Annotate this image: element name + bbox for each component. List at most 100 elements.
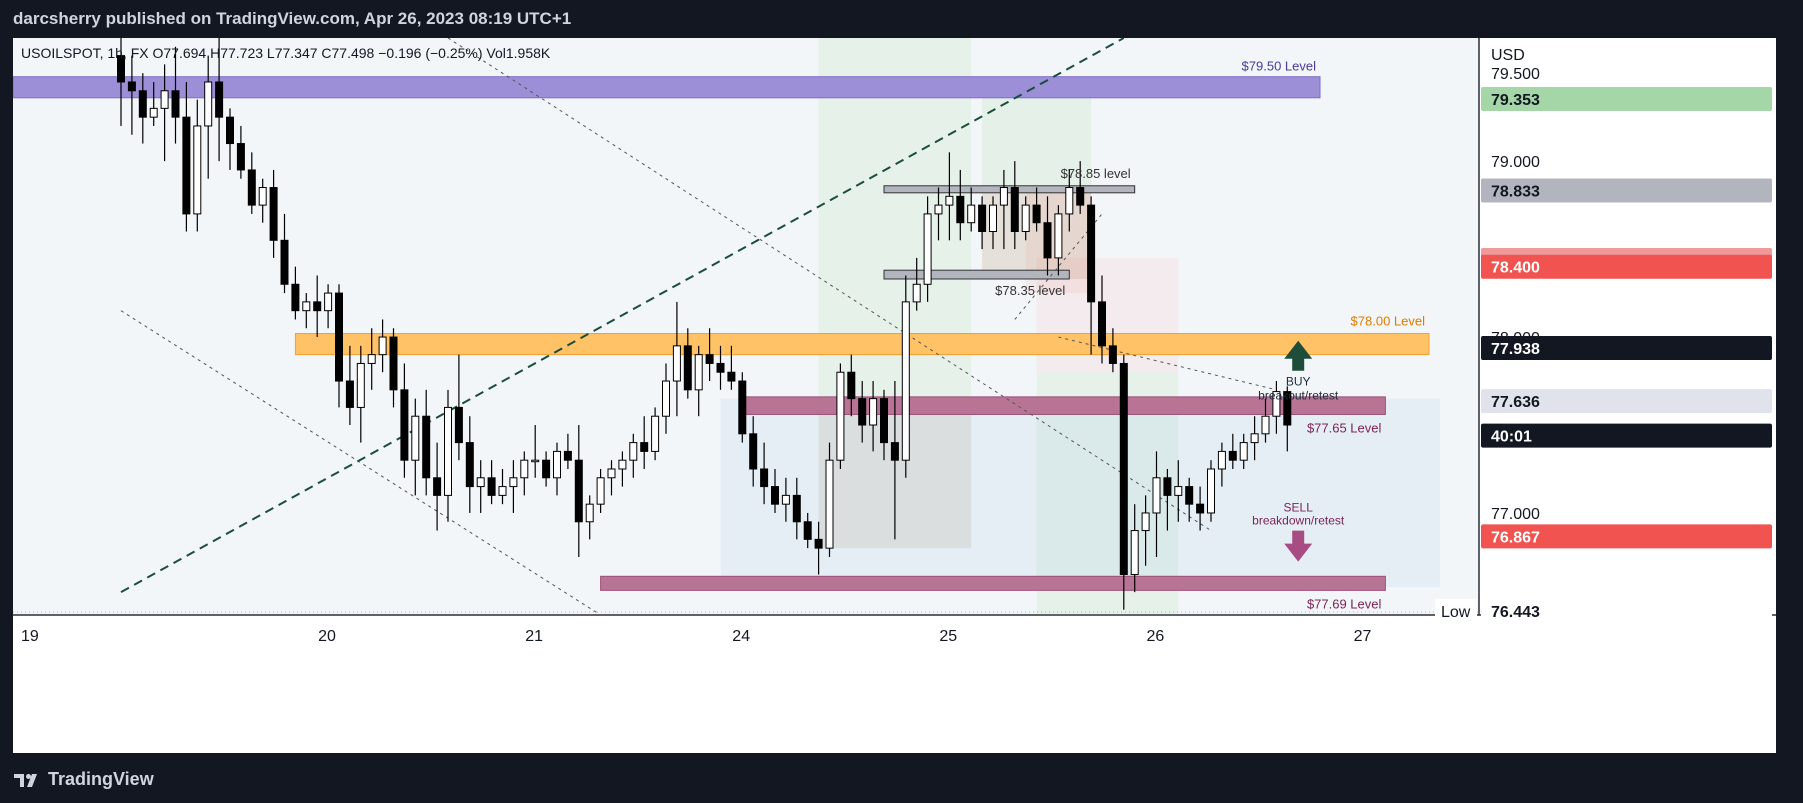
- candle-body: [596, 477, 605, 505]
- candle-body: [465, 442, 474, 488]
- candle-body: [389, 336, 398, 391]
- candle-body: [585, 503, 594, 523]
- candle-body: [651, 415, 660, 452]
- candle-body: [858, 398, 867, 426]
- candle-body: [836, 371, 845, 461]
- price-label: 79.353: [1491, 92, 1540, 109]
- candle-body: [640, 442, 649, 452]
- level-band: [883, 185, 1136, 194]
- price-label: 40:01: [1491, 429, 1532, 446]
- candle-body: [1174, 486, 1183, 496]
- candle-body: [433, 477, 442, 496]
- candle-body: [1261, 415, 1270, 435]
- level-label: $77.69 Level: [1307, 596, 1382, 611]
- candle-body: [618, 459, 627, 470]
- price-axis-background: [1479, 38, 1776, 615]
- candle-body: [781, 494, 790, 505]
- price-label: 76.867: [1491, 529, 1540, 546]
- candle-body: [792, 494, 801, 523]
- candle-body: [923, 213, 932, 285]
- candle-body: [1010, 187, 1019, 233]
- candle-body: [258, 187, 267, 206]
- publisher-line: darcsherry published on TradingView.com,…: [13, 9, 572, 28]
- candle-body: [847, 371, 856, 400]
- plot-tint: [13, 38, 1479, 615]
- level-label: $78.85 level: [1061, 166, 1131, 181]
- price-tick-label: 77.000: [1491, 506, 1540, 523]
- candle-body: [367, 354, 376, 364]
- time-tick-label: 25: [939, 628, 957, 645]
- candle-body: [825, 459, 834, 549]
- tradingview-brand[interactable]: TradingView: [14, 769, 154, 790]
- candle-body: [1108, 345, 1117, 364]
- candle-body: [1163, 477, 1172, 496]
- sell-sublabel: breakdown/retest: [1252, 514, 1345, 528]
- candle-body: [531, 459, 540, 463]
- candlestick-chart[interactable]: $79.50 Level $78.00 Level $77.65 Level $77.…: [13, 38, 1776, 753]
- candle-body: [967, 204, 976, 224]
- level-band: [294, 333, 1430, 356]
- candle-body: [291, 283, 300, 312]
- price-tick-label: 79.000: [1491, 154, 1540, 171]
- candle-body: [149, 107, 158, 118]
- candle-body: [1087, 204, 1096, 303]
- candle-body: [1021, 204, 1030, 233]
- candle-body: [912, 283, 921, 303]
- candle-body: [1272, 391, 1281, 417]
- tradingview-logo-icon: [14, 773, 37, 787]
- candle-body: [171, 90, 180, 118]
- trend-line: [1058, 336, 1277, 391]
- candle-body: [422, 415, 431, 479]
- candle-body: [694, 354, 703, 391]
- price-label: 78.833: [1491, 184, 1540, 201]
- candle-body: [1043, 222, 1052, 259]
- candle-body: [771, 486, 779, 505]
- candle-body: [803, 521, 812, 540]
- candle-body: [1065, 187, 1074, 215]
- candle-body: [498, 486, 507, 496]
- candle-body: [716, 362, 725, 373]
- price-label: 76.443: [1491, 604, 1540, 621]
- candle-body: [814, 538, 823, 549]
- price-label: 78.400: [1491, 260, 1540, 277]
- candle-body: [1054, 213, 1063, 259]
- time-tick-label: 24: [732, 628, 750, 645]
- currency-label: USD: [1491, 47, 1525, 64]
- candle-body: [444, 406, 452, 496]
- candle-body: [226, 116, 234, 145]
- candle-body: [563, 450, 572, 461]
- sell-label: SELL: [1284, 501, 1314, 515]
- candle-body: [236, 143, 245, 171]
- candle-body: [574, 459, 583, 523]
- candle-body: [978, 204, 987, 233]
- candle-body: [542, 459, 551, 479]
- candle-body: [934, 204, 943, 215]
- candle-body: [607, 468, 616, 479]
- time-axis-background: [13, 615, 1776, 753]
- candle-body: [1098, 301, 1106, 347]
- candle-body: [509, 477, 518, 488]
- low-tag-box: [1435, 598, 1477, 623]
- level-label: $79.50 Level: [1242, 59, 1317, 74]
- candle-body: [1141, 512, 1150, 532]
- candle-body: [127, 81, 136, 92]
- candle-body: [749, 433, 758, 470]
- buy-arrow-icon: [1284, 340, 1313, 371]
- candle-body: [1283, 391, 1292, 426]
- candle-body: [683, 345, 692, 391]
- candle-body: [1239, 442, 1248, 461]
- candle-body: [280, 239, 289, 285]
- candle-body: [117, 55, 125, 83]
- candle-body: [302, 301, 311, 312]
- buy-label: BUY: [1286, 375, 1311, 389]
- candle-body: [378, 336, 387, 356]
- candle-body: [204, 81, 213, 127]
- candle-body: [335, 292, 343, 382]
- low-tag-label: Low: [1441, 604, 1471, 621]
- position-zone: [982, 81, 1092, 280]
- price-label-box: [1481, 389, 1772, 414]
- candle-body: [1185, 486, 1194, 505]
- candle-body: [476, 477, 485, 488]
- candle-body: [553, 450, 561, 479]
- price-label-box: [1481, 335, 1772, 360]
